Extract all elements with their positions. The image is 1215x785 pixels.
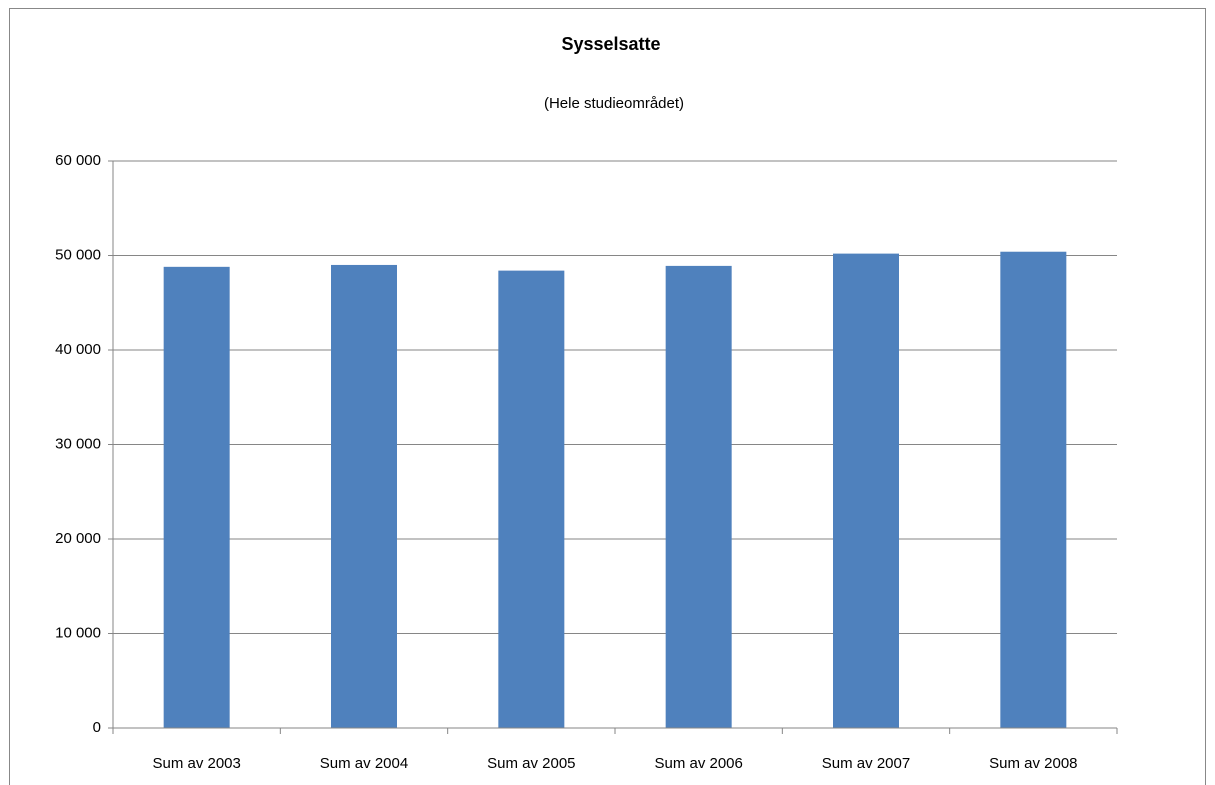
chart-subtitle: (Hele studieområdet) (544, 95, 684, 112)
x-tick-label: Sum av 2006 (654, 755, 742, 772)
bar (833, 253, 899, 729)
x-tick-label: Sum av 2007 (822, 755, 910, 772)
bar (498, 270, 565, 728)
bar (331, 264, 397, 728)
y-tick-label: 60 000 (55, 152, 101, 169)
x-tick-label: Sum av 2005 (487, 755, 575, 772)
x-tick-label: Sum av 2003 (152, 755, 240, 772)
y-tick-label: 10 000 (55, 624, 101, 641)
bar (1000, 251, 1067, 728)
y-tick-label: 0 (93, 719, 101, 736)
chart-title: Sysselsatte (561, 34, 660, 54)
y-tick-label: 50 000 (55, 246, 101, 263)
bar (665, 265, 732, 728)
y-tick-label: 30 000 (55, 435, 101, 452)
y-tick-label: 20 000 (55, 530, 101, 547)
x-tick-label: Sum av 2008 (989, 755, 1077, 772)
chart-frame (9, 8, 1206, 785)
x-tick-label: Sum av 2004 (320, 755, 408, 772)
y-tick-label: 40 000 (55, 341, 101, 358)
bar (163, 266, 230, 728)
